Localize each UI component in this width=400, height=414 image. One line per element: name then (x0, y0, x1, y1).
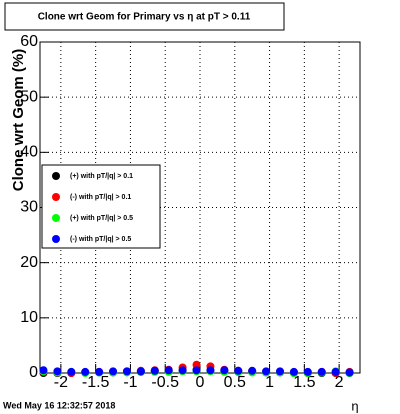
y-axis-label: Clone wrt Geom (%) (10, 49, 27, 192)
data-point (164, 366, 173, 375)
data-point (136, 367, 145, 376)
legend-box (41, 164, 161, 249)
data-point (95, 367, 104, 376)
y-tick-label: 10 (20, 309, 38, 326)
data-point (192, 366, 201, 375)
data-point (289, 367, 298, 376)
y-tick-label: 60 (20, 33, 38, 50)
x-tick-label: 1 (265, 374, 274, 391)
title-box (4, 2, 285, 31)
data-point (109, 367, 118, 376)
legend-marker (52, 193, 60, 201)
data-point (345, 368, 354, 377)
data-point (206, 366, 215, 375)
legend-label: (+) with pT/|q| > 0.1 (70, 173, 133, 180)
data-point (317, 367, 326, 376)
data-point (178, 366, 187, 375)
y-tick-label: 40 (20, 144, 38, 161)
legend-label: (-) with pT/|q| > 0.1 (70, 194, 131, 201)
data-point (67, 367, 76, 376)
x-tick-label: 1.5 (293, 374, 315, 391)
x-tick-label: -0.5 (151, 374, 179, 391)
x-tick-label: 0.5 (224, 374, 246, 391)
data-point (81, 367, 90, 376)
x-tick-label: 0 (196, 374, 205, 391)
data-point (192, 360, 201, 369)
legend-marker (52, 214, 60, 222)
data-point (39, 366, 48, 375)
data-point (303, 367, 312, 376)
data-point (262, 367, 271, 376)
legend-marker (52, 235, 60, 243)
y-tick-label: 0 (29, 364, 38, 381)
data-point (150, 366, 159, 375)
data-point (248, 366, 257, 375)
x-axis-label: η (351, 398, 358, 413)
data-point (220, 366, 229, 375)
legend-label: (-) with pT/|q| > 0.5 (70, 236, 131, 243)
legend-marker (52, 172, 60, 180)
x-tick-label: 2 (335, 374, 344, 391)
data-point (331, 367, 340, 376)
x-tick-label: -1.5 (82, 374, 110, 391)
timestamp: Wed May 16 12:32:57 2018 (3, 400, 115, 410)
x-tick-label: -1 (123, 374, 137, 391)
y-tick-label: 50 (20, 88, 38, 105)
y-tick-label: 20 (20, 254, 38, 271)
data-point (276, 367, 284, 376)
y-tick-label: 30 (20, 199, 38, 216)
chart-title: Clone wrt Geom for Primary vs η at pT > … (38, 12, 251, 23)
data-point (234, 366, 243, 375)
legend-label: (+) with pT/|q| > 0.5 (70, 215, 133, 222)
data-point (122, 367, 131, 376)
data-point (53, 367, 62, 376)
x-tick-label: -2 (54, 374, 68, 391)
